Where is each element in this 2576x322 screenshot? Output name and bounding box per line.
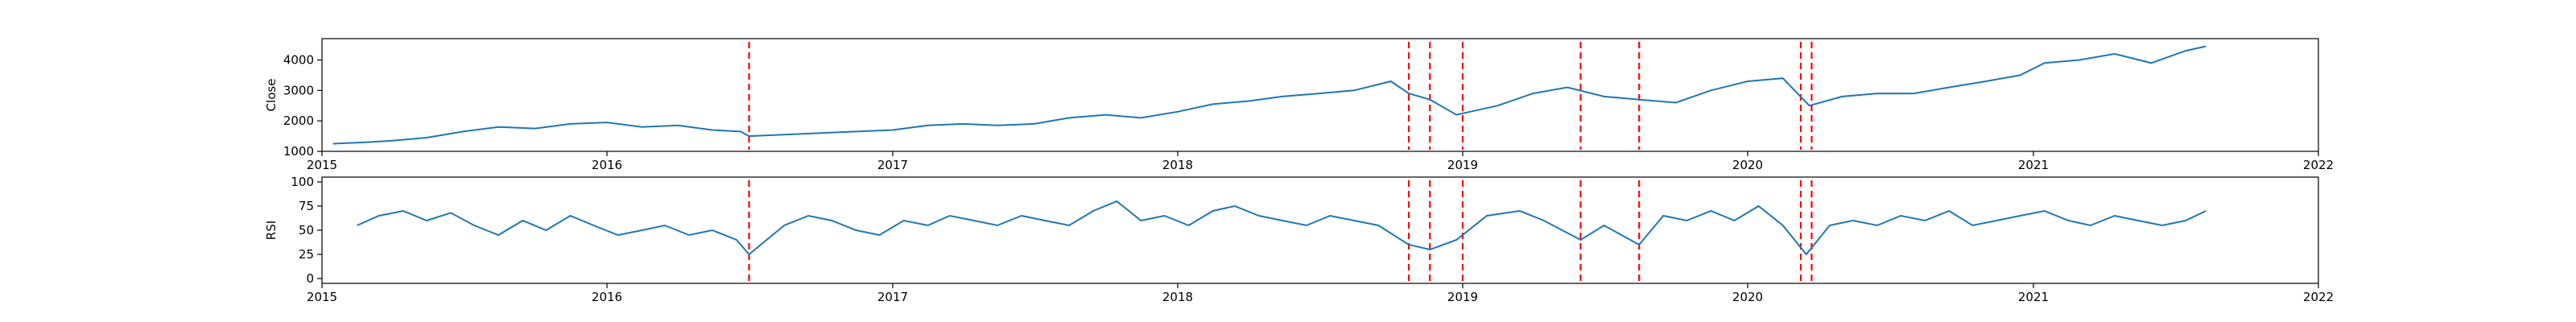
- rsi-chart: 2015 2016 2017 2018 2019 2020 2021 2022 …: [264, 175, 2334, 304]
- close-x-tick-label: 2022: [2303, 158, 2334, 172]
- close-x-tick-label: 2020: [1732, 158, 1763, 172]
- close-x-tick-label: 2015: [307, 158, 337, 172]
- close-series-line: [332, 45, 2207, 145]
- close-x-tick-label: 2017: [877, 158, 908, 172]
- close-x-tick-label: 2016: [592, 158, 622, 172]
- rsi-x-tick-label: 2021: [2018, 290, 2049, 304]
- rsi-x-axis: 2015 2016 2017 2018 2019 2020 2021 2022: [307, 283, 2334, 304]
- rsi-series-line: [357, 200, 2207, 256]
- rsi-x-tick-label: 2015: [307, 290, 337, 304]
- close-y-axis-label: Close: [264, 79, 279, 112]
- close-y-tick-label: 1000: [283, 144, 314, 159]
- close-x-tick-label: 2021: [2018, 158, 2049, 172]
- rsi-y-tick-label: 50: [299, 223, 314, 237]
- close-x-tick-label: 2019: [1447, 158, 1478, 172]
- close-y-tick-label: 4000: [283, 52, 314, 67]
- close-y-tick-label: 3000: [283, 83, 314, 97]
- close-x-axis: 2015 2016 2017 2018 2019 2020 2021 2022: [307, 151, 2334, 172]
- rsi-x-tick-label: 2017: [877, 290, 908, 304]
- close-y-axis: 1000 2000 3000 4000: [283, 52, 322, 159]
- rsi-y-tick-label: 0: [306, 271, 314, 286]
- rsi-y-tick-label: 100: [291, 175, 314, 189]
- close-price-chart: 2015 2016 2017 2018 2019 2020 2021 2022 …: [264, 38, 2334, 172]
- close-x-tick-label: 2018: [1162, 158, 1193, 172]
- rsi-x-tick-label: 2019: [1447, 290, 1478, 304]
- rsi-x-tick-label: 2022: [2303, 290, 2334, 304]
- rsi-y-axis-label: RSI: [264, 221, 279, 240]
- rsi-y-tick-label: 25: [299, 247, 314, 262]
- rsi-x-tick-label: 2020: [1732, 290, 1763, 304]
- rsi-x-tick-label: 2016: [592, 290, 622, 304]
- rsi-y-axis: 0 25 50 75 100: [291, 175, 322, 286]
- close-axes-frame: [321, 38, 2319, 152]
- close-y-tick-label: 2000: [283, 114, 314, 128]
- rsi-y-tick-label: 75: [299, 199, 314, 213]
- rsi-x-tick-label: 2018: [1162, 290, 1193, 304]
